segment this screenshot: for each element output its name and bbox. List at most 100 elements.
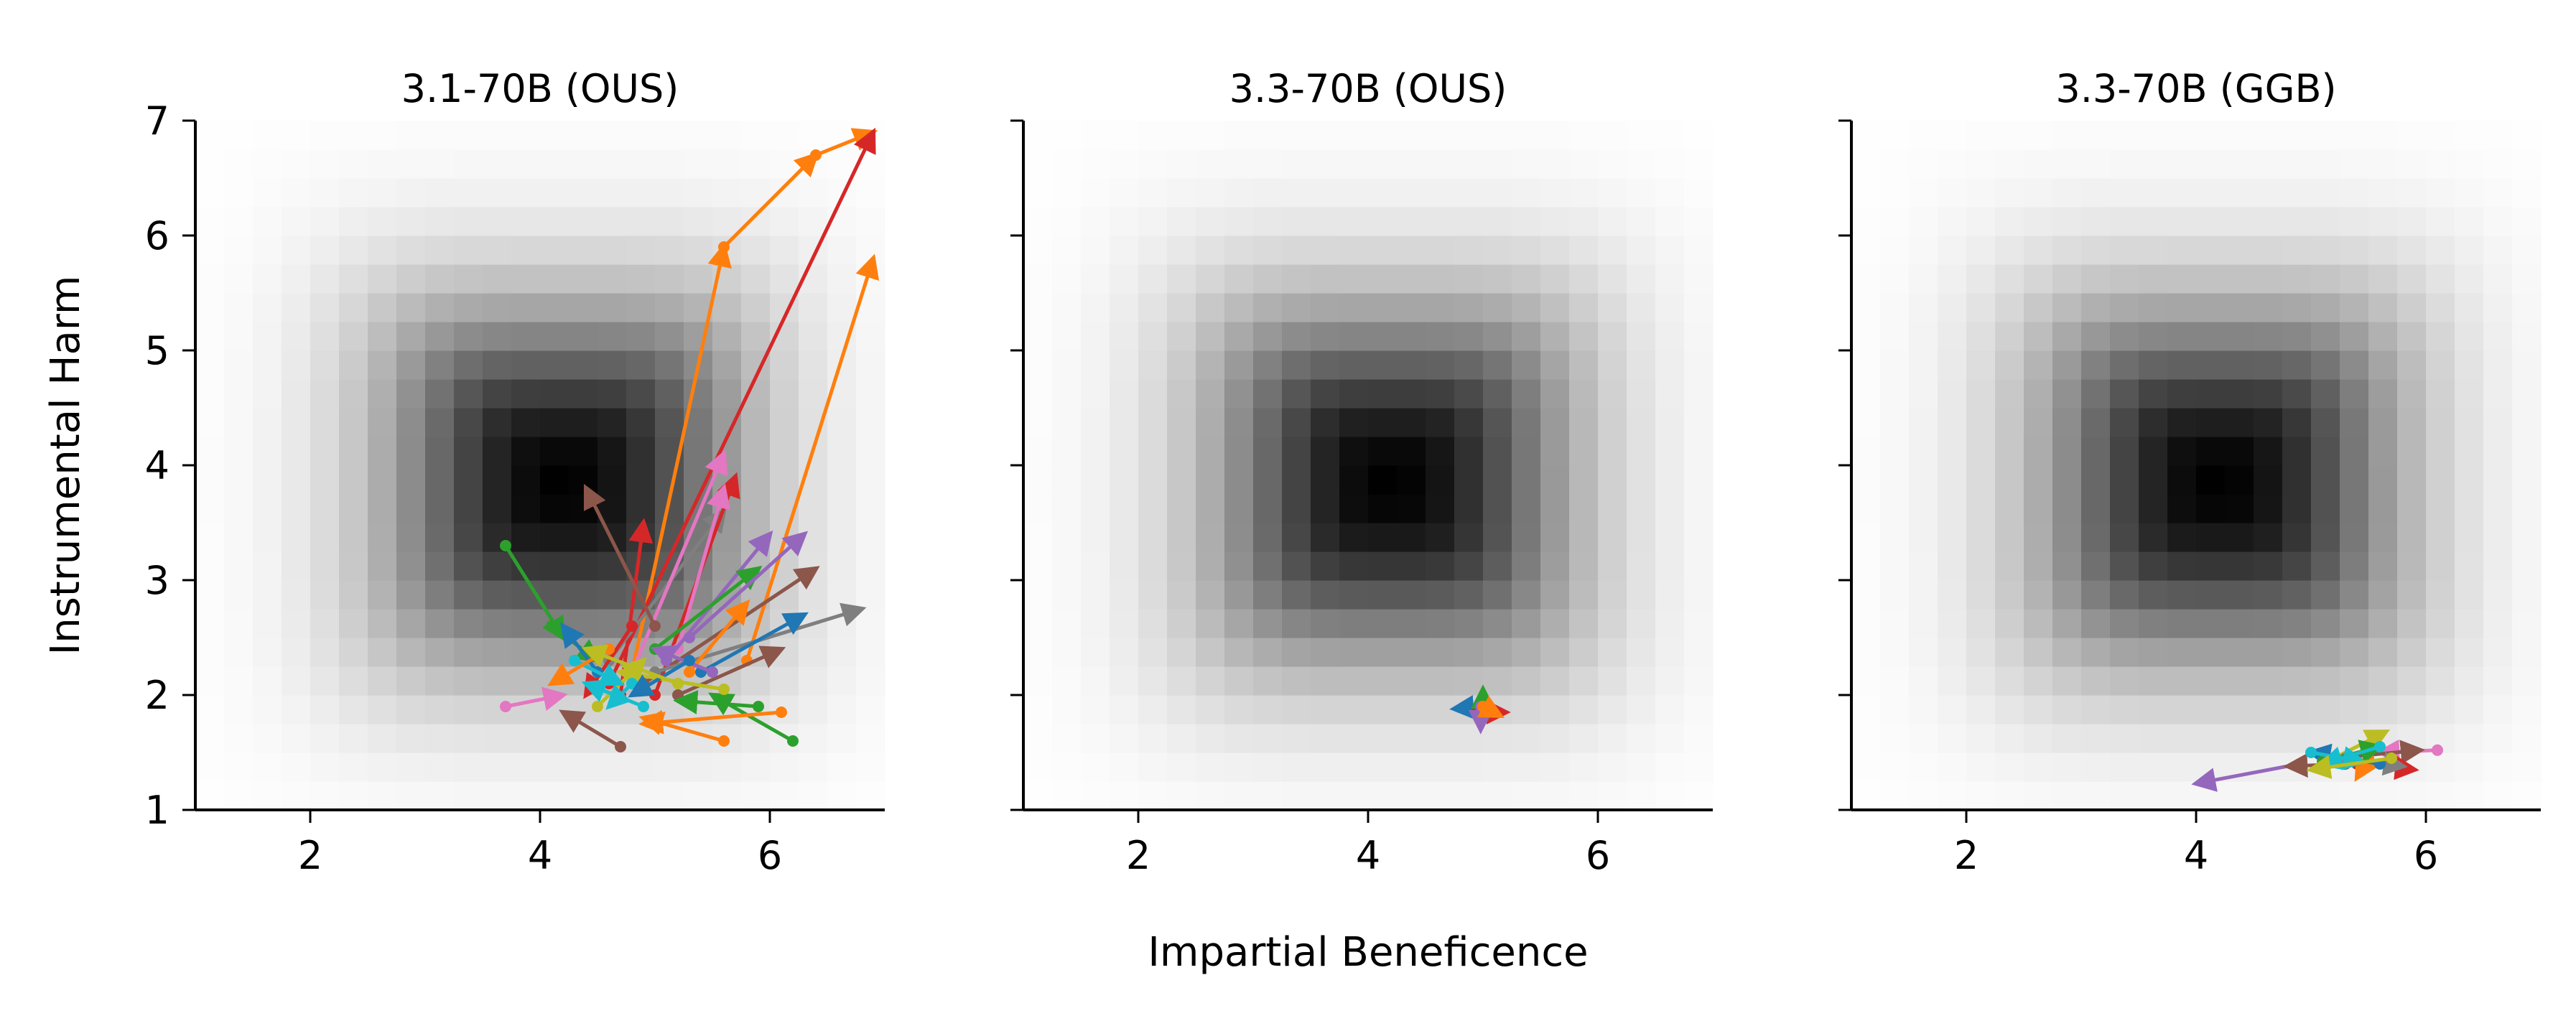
heatmap-cell <box>2167 236 2197 265</box>
heatmap-cell <box>454 781 483 811</box>
heatmap-cell <box>1311 752 1340 782</box>
heatmap-cell <box>2052 379 2082 409</box>
heatmap-cell <box>2225 207 2254 236</box>
heatmap-cell <box>1023 178 1053 208</box>
heatmap-cell <box>2024 408 2053 437</box>
heatmap-cell <box>1655 121 1685 150</box>
heatmap-cell <box>1569 322 1599 351</box>
heatmap-cell <box>1110 437 1139 466</box>
heatmap-cell <box>2397 236 2427 265</box>
heatmap-cell <box>1052 465 1082 495</box>
heatmap-cell <box>224 465 254 495</box>
heatmap-cell <box>1426 264 1455 294</box>
heatmap-cell <box>368 264 397 294</box>
heatmap-cell <box>1540 752 1570 782</box>
heatmap-cell <box>1196 523 1225 552</box>
heatmap-cell <box>1995 437 2024 466</box>
heatmap-cell <box>2139 695 2168 724</box>
heatmap-cell <box>2282 149 2312 179</box>
heatmap-cell <box>770 264 799 294</box>
heatmap-cell <box>511 494 541 523</box>
heatmap-cell <box>224 149 254 179</box>
heatmap-cell <box>1569 437 1599 466</box>
heatmap-cell <box>1851 638 1881 667</box>
heatmap-cell <box>1224 752 1254 782</box>
heatmap-cell <box>1282 207 1311 236</box>
heatmap-cell <box>253 408 282 437</box>
heatmap-cell <box>2139 638 2168 667</box>
heatmap-cell <box>2368 551 2398 581</box>
heatmap-cell <box>2167 121 2197 150</box>
heatmap-cell <box>1995 207 2024 236</box>
heatmap-cell <box>1684 207 1714 236</box>
trajectory-arrow <box>505 686 568 712</box>
heatmap-cell <box>597 609 627 638</box>
heatmap-cell <box>1627 322 1656 351</box>
heatmap-cell <box>1167 264 1196 294</box>
heatmap-cell <box>1598 293 1627 322</box>
heatmap-cell <box>569 580 598 610</box>
heatmap-cell <box>1569 666 1599 696</box>
heatmap-cell <box>1196 695 1225 724</box>
heatmap-cell <box>1339 207 1369 236</box>
heatmap-cell <box>2455 293 2484 322</box>
heatmap-cell <box>2368 293 2398 322</box>
heatmap-cell <box>2512 121 2542 150</box>
heatmap-cell <box>2455 121 2484 150</box>
heatmap-cell <box>2311 293 2340 322</box>
heatmap-cell <box>483 178 512 208</box>
heatmap-cell <box>282 724 311 753</box>
heatmap-cell <box>425 695 455 724</box>
heatmap-cell <box>1909 609 1938 638</box>
heatmap-cell <box>368 350 397 380</box>
heatmap-cell <box>1540 724 1570 753</box>
heatmap-cell <box>2426 178 2455 208</box>
heatmap-cell <box>282 494 311 523</box>
heatmap-cell <box>1880 178 1910 208</box>
heatmap-cell <box>1311 695 1340 724</box>
heatmap-cell <box>1052 350 1082 380</box>
heatmap-cell <box>1598 379 1627 409</box>
heatmap-cell <box>339 494 368 523</box>
heatmap-cell <box>2081 465 2111 495</box>
heatmap-cell <box>1368 609 1398 638</box>
heatmap-cell <box>1995 408 2024 437</box>
heatmap-cell <box>1483 724 1512 753</box>
heatmap-cell <box>483 121 512 150</box>
heatmap-cell <box>2368 149 2398 179</box>
heatmap-cell <box>741 465 771 495</box>
heatmap-cell <box>282 350 311 380</box>
heatmap-cell <box>1851 724 1881 753</box>
heatmap-cell <box>1627 149 1656 179</box>
heatmap-cell <box>425 494 455 523</box>
heatmap-cell <box>856 494 885 523</box>
heatmap-cell <box>770 408 799 437</box>
heatmap-cell <box>511 121 541 150</box>
heatmap-cell <box>195 551 225 581</box>
heatmap-cell <box>1023 494 1053 523</box>
heatmap-cell <box>195 781 225 811</box>
heatmap-cell <box>1483 293 1512 322</box>
heatmap-cell <box>1282 465 1311 495</box>
heatmap-cell <box>1684 437 1714 466</box>
heatmap-cell <box>454 638 483 667</box>
heatmap-cell <box>2024 350 2053 380</box>
heatmap-cell <box>1224 638 1254 667</box>
heatmap-cell <box>1426 752 1455 782</box>
heatmap-cell <box>1081 781 1110 811</box>
heatmap-cell <box>1569 752 1599 782</box>
heatmap-cell <box>540 437 569 466</box>
heatmap-cell <box>2139 580 2168 610</box>
heatmap-cell <box>712 322 742 351</box>
heatmap-cell <box>454 666 483 696</box>
heatmap-cell <box>1540 149 1570 179</box>
heatmap-cell <box>1282 523 1311 552</box>
heatmap-cell <box>339 609 368 638</box>
heatmap-cell <box>2110 350 2139 380</box>
heatmap-cell <box>2225 724 2254 753</box>
heatmap-cell <box>1483 178 1512 208</box>
heatmap-cell <box>1966 465 1996 495</box>
heatmap-cell <box>569 494 598 523</box>
x-axis-label: Impartial Beneficence <box>1148 929 1588 976</box>
heatmap-cell <box>2081 638 2111 667</box>
